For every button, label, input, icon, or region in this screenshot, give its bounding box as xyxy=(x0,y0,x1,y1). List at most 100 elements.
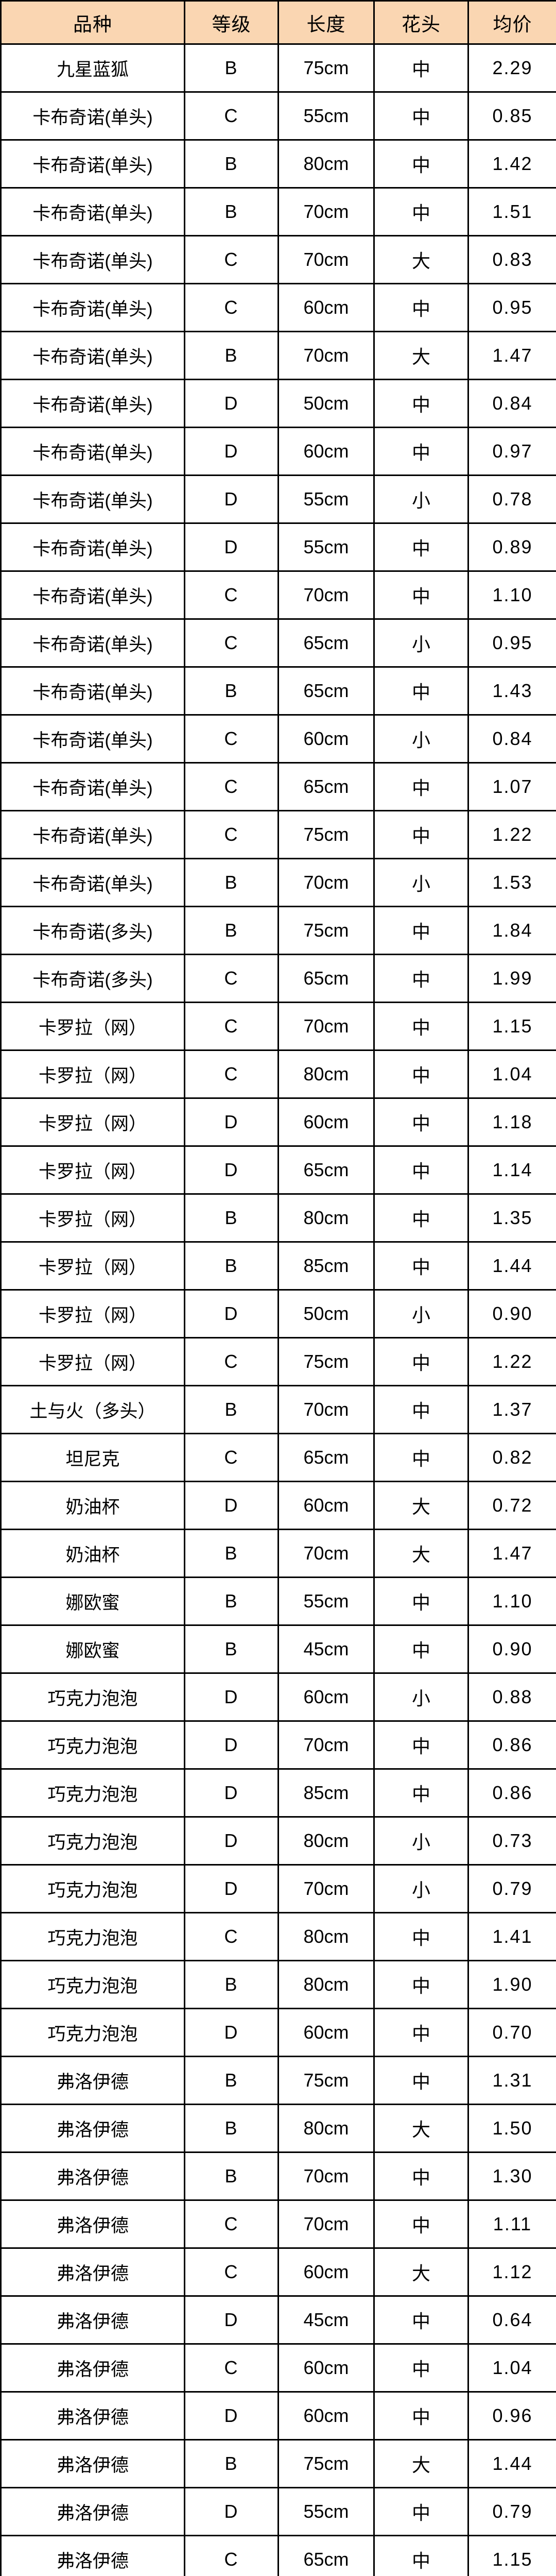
table-row: 卡布奇诺(单头) C 60cm 中 0.95 xyxy=(0,283,556,332)
table-row: 巧克力泡泡 D 60cm 中 0.70 xyxy=(0,2008,556,2057)
cell-price: 1.99 xyxy=(467,954,556,1003)
cell-length: 60cm xyxy=(277,2343,375,2393)
cell-variety: 弗洛伊德 xyxy=(0,2439,185,2488)
cell-head: 中 xyxy=(373,1049,469,1099)
cell-variety: 卡罗拉（网） xyxy=(0,1337,185,1386)
cell-variety: 巧克力泡泡 xyxy=(0,1864,185,1913)
cell-grade: B xyxy=(184,2439,279,2488)
cell-head: 大 xyxy=(373,1529,469,1578)
cell-head: 大 xyxy=(373,235,469,284)
cell-grade: D xyxy=(184,1720,279,1770)
cell-price: 1.04 xyxy=(467,2343,556,2393)
table-row: 弗洛伊德 C 60cm 大 1.12 xyxy=(0,2247,556,2297)
cell-variety: 娜欧蜜 xyxy=(0,1624,185,1674)
cell-head: 中 xyxy=(373,1385,469,1434)
cell-price: 1.53 xyxy=(467,858,556,907)
cell-price: 0.84 xyxy=(467,714,556,764)
cell-price: 1.41 xyxy=(467,1912,556,1961)
table-row: 娜欧蜜 B 55cm 中 1.10 xyxy=(0,1577,556,1626)
cell-length: 70cm xyxy=(277,235,375,284)
table-body: 九星蓝狐 B 75cm 中 2.29 卡布奇诺(单头) C 55cm 中 0.85 卡布奇诺(单头)… xyxy=(0,43,556,2576)
column-header-length: 长度 xyxy=(277,0,375,45)
cell-variety: 巧克力泡泡 xyxy=(0,2008,185,2057)
table-row: 卡布奇诺(单头) D 55cm 小 0.78 xyxy=(0,474,556,524)
cell-grade: C xyxy=(184,2343,279,2393)
cell-grade: D xyxy=(184,427,279,476)
cell-length: 70cm xyxy=(277,2151,375,2201)
cell-length: 60cm xyxy=(277,1097,375,1147)
cell-length: 80cm xyxy=(277,1049,375,1099)
cell-length: 65cm xyxy=(277,666,375,716)
cell-length: 70cm xyxy=(277,1529,375,1578)
cell-grade: B xyxy=(184,1385,279,1434)
cell-price: 1.04 xyxy=(467,1049,556,1099)
table-row: 卡罗拉（网） C 80cm 中 1.04 xyxy=(0,1049,556,1099)
cell-head: 中 xyxy=(373,954,469,1003)
cell-variety: 弗洛伊德 xyxy=(0,2391,185,2441)
cell-price: 1.12 xyxy=(467,2247,556,2297)
cell-variety: 奶油杯 xyxy=(0,1481,185,1530)
cell-head: 中 xyxy=(373,1193,469,1243)
cell-variety: 巧克力泡泡 xyxy=(0,1960,185,2009)
cell-head: 中 xyxy=(373,1241,469,1291)
cell-variety: 卡布奇诺(单头) xyxy=(0,858,185,907)
cell-grade: B xyxy=(184,1241,279,1291)
cell-head: 大 xyxy=(373,1481,469,1530)
cell-price: 0.89 xyxy=(467,522,556,572)
table-row: 卡罗拉（网） D 60cm 中 1.18 xyxy=(0,1097,556,1147)
cell-grade: B xyxy=(184,331,279,380)
cell-grade: C xyxy=(184,2247,279,2297)
table-row: 卡布奇诺(单头) C 70cm 大 0.83 xyxy=(0,235,556,284)
cell-grade: B xyxy=(184,139,279,189)
table-row: 弗洛伊德 B 80cm 大 1.50 xyxy=(0,2104,556,2153)
table-row: 卡布奇诺(单头) C 65cm 中 1.07 xyxy=(0,762,556,811)
header-row: 品种 等级 长度 花头 均价 xyxy=(0,0,556,45)
table-row: 弗洛伊德 C 70cm 中 1.11 xyxy=(0,2199,556,2249)
cell-grade: C xyxy=(184,618,279,668)
cell-grade: D xyxy=(184,2487,279,2536)
cell-variety: 卡布奇诺(单头) xyxy=(0,283,185,332)
table-row: 卡布奇诺(单头) B 70cm 小 1.53 xyxy=(0,858,556,907)
table-row: 巧克力泡泡 C 80cm 中 1.41 xyxy=(0,1912,556,1961)
column-header-grade: 等级 xyxy=(184,0,279,45)
cell-head: 中 xyxy=(373,1624,469,1674)
cell-length: 75cm xyxy=(277,906,375,955)
cell-head: 中 xyxy=(373,1720,469,1770)
cell-head: 中 xyxy=(373,1912,469,1961)
cell-price: 1.44 xyxy=(467,2439,556,2488)
table-row: 卡罗拉（网） B 80cm 中 1.35 xyxy=(0,1193,556,1243)
cell-length: 70cm xyxy=(277,331,375,380)
cell-head: 小 xyxy=(373,1816,469,1866)
cell-variety: 娜欧蜜 xyxy=(0,1577,185,1626)
cell-head: 大 xyxy=(373,2247,469,2297)
cell-grade: C xyxy=(184,283,279,332)
cell-grade: B xyxy=(184,2151,279,2201)
cell-length: 75cm xyxy=(277,810,375,859)
cell-price: 1.37 xyxy=(467,1385,556,1434)
cell-length: 60cm xyxy=(277,283,375,332)
cell-length: 75cm xyxy=(277,1337,375,1386)
cell-price: 1.22 xyxy=(467,1337,556,1386)
table-row: 弗洛伊德 B 75cm 大 1.44 xyxy=(0,2439,556,2488)
cell-head: 小 xyxy=(373,1672,469,1722)
cell-grade: C xyxy=(184,810,279,859)
cell-grade: D xyxy=(184,2391,279,2441)
cell-price: 0.79 xyxy=(467,2487,556,2536)
cell-length: 70cm xyxy=(277,1864,375,1913)
table-row: 卡布奇诺(单头) C 75cm 中 1.22 xyxy=(0,810,556,859)
cell-head: 中 xyxy=(373,2008,469,2057)
cell-variety: 弗洛伊德 xyxy=(0,2343,185,2393)
cell-grade: C xyxy=(184,1049,279,1099)
cell-head: 中 xyxy=(373,2391,469,2441)
cell-head: 小 xyxy=(373,858,469,907)
cell-head: 中 xyxy=(373,379,469,428)
table-row: 巧克力泡泡 B 80cm 中 1.90 xyxy=(0,1960,556,2009)
cell-variety: 卡布奇诺(单头) xyxy=(0,714,185,764)
cell-variety: 弗洛伊德 xyxy=(0,2535,185,2576)
cell-length: 70cm xyxy=(277,570,375,620)
cell-price: 0.96 xyxy=(467,2391,556,2441)
cell-variety: 巧克力泡泡 xyxy=(0,1912,185,1961)
cell-price: 1.47 xyxy=(467,1529,556,1578)
cell-price: 1.31 xyxy=(467,2056,556,2105)
cell-grade: B xyxy=(184,906,279,955)
